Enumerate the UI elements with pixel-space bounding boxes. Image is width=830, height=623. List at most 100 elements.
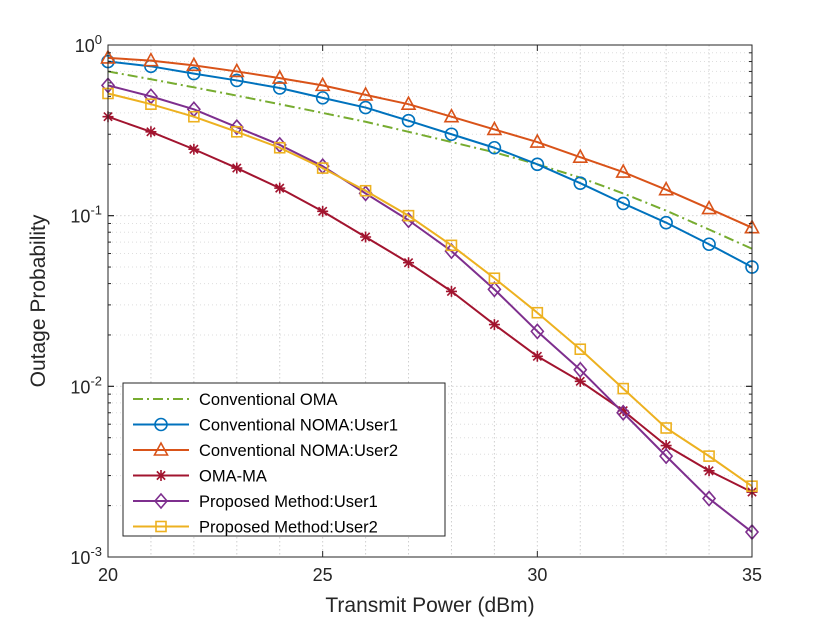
y-tick-exponent: -2: [90, 373, 102, 388]
data-point: [360, 231, 372, 243]
tick-marks: [107, 44, 753, 558]
series-line: [107, 115, 753, 494]
data-point: [530, 323, 545, 340]
data-point: [316, 162, 329, 174]
y-tick-label: 10-2: [70, 373, 102, 397]
data-point: [659, 215, 673, 230]
data-point: [228, 62, 245, 78]
data-point: [400, 95, 417, 110]
data-point: [314, 76, 331, 92]
y-tick-base: 10: [70, 548, 90, 568]
y-tick-label: 100: [75, 32, 102, 56]
data-point: [187, 66, 201, 81]
data-point: [531, 350, 543, 362]
data-point: [574, 343, 587, 356]
legend-box: [122, 382, 446, 537]
data-point: [271, 69, 288, 84]
legend-marker: [153, 441, 169, 456]
plot-frame: [107, 44, 753, 558]
x-tick-label: 30: [527, 565, 547, 585]
y-tick-base: 10: [75, 36, 95, 56]
data-point: [616, 404, 631, 421]
data-point: [359, 184, 372, 197]
data-point: [188, 143, 200, 155]
data-point: [703, 465, 715, 477]
legend-item: Proposed Method:User1: [133, 492, 378, 511]
data-point: [274, 182, 286, 194]
data-point: [702, 490, 717, 507]
data-point: [702, 237, 716, 252]
data-point: [531, 306, 544, 319]
legend: Conventional OMA Conventional NOMA:User1 C…: [122, 382, 446, 537]
data-point: [402, 209, 415, 222]
series-line: [107, 56, 753, 229]
data-point: [488, 319, 500, 331]
data-point: [617, 382, 630, 395]
series-line: [107, 70, 753, 250]
series-line: [107, 92, 753, 487]
data-point: [573, 176, 588, 190]
data-point: [272, 81, 287, 95]
series-conventional-oma: [107, 70, 753, 250]
y-tick-label: 10-3: [70, 544, 102, 568]
grid: [108, 45, 752, 557]
y-axis-label: Outage Probability: [27, 214, 50, 387]
data-point: [403, 257, 415, 269]
data-point: [401, 113, 416, 128]
legend-marker: [155, 520, 167, 533]
data-point: [231, 126, 243, 138]
x-tick-label: 20: [98, 565, 118, 585]
y-tick-exponent: 0: [95, 32, 102, 47]
data-point: [660, 440, 672, 452]
data-point: [357, 86, 374, 101]
legend-marker: [153, 492, 169, 510]
data-point: [529, 133, 546, 148]
legend-label: Proposed Method:User2: [199, 519, 378, 537]
legend-label: Conventional OMA: [199, 391, 338, 409]
legend-marker: [154, 417, 168, 432]
legend-label: Proposed Method:User1: [199, 493, 378, 511]
data-point: [445, 239, 458, 252]
data-point: [487, 281, 502, 298]
data-point: [573, 361, 588, 379]
x-tick-labels: 20 25 30 35: [98, 565, 762, 585]
y-tick-exponent: -1: [90, 203, 102, 218]
legend-item: Conventional NOMA:User1: [133, 417, 398, 435]
data-point: [317, 205, 329, 217]
data-point: [145, 126, 157, 138]
data-point: [658, 180, 674, 196]
legend-item: Conventional OMA: [133, 391, 338, 409]
y-tick-exponent: -3: [90, 544, 102, 559]
data-point: [315, 91, 330, 105]
data-point: [188, 110, 200, 123]
legend-item: Conventional NOMA:User2: [133, 441, 398, 460]
x-tick-label: 35: [742, 565, 762, 585]
data-point: [186, 56, 202, 72]
data-point: [358, 100, 373, 115]
data-point: [530, 157, 545, 172]
series-line: [107, 60, 753, 268]
data-point: [615, 163, 632, 178]
data-point: [574, 375, 586, 387]
data-point: [445, 285, 457, 297]
data-point: [486, 120, 503, 136]
data-point: [230, 73, 244, 88]
y-tick-base: 10: [70, 377, 90, 397]
data-point: [488, 272, 501, 285]
data-point: [444, 127, 459, 142]
data-point: [231, 162, 243, 174]
y-tick-base: 10: [70, 207, 90, 227]
y-tick-label: 10-1: [70, 203, 102, 227]
data-point: [659, 447, 674, 465]
x-tick-label: 25: [313, 565, 333, 585]
legend-item: Proposed Method:User2: [133, 519, 378, 537]
data-point: [143, 51, 159, 67]
data-point: [701, 199, 717, 215]
legend-label: OMA-MA: [199, 468, 267, 486]
legend-label: Conventional NOMA:User1: [199, 417, 398, 435]
data-point: [572, 148, 589, 164]
data-point: [703, 450, 715, 462]
data-point: [273, 141, 286, 154]
legend-item: OMA-MA: [133, 468, 267, 486]
